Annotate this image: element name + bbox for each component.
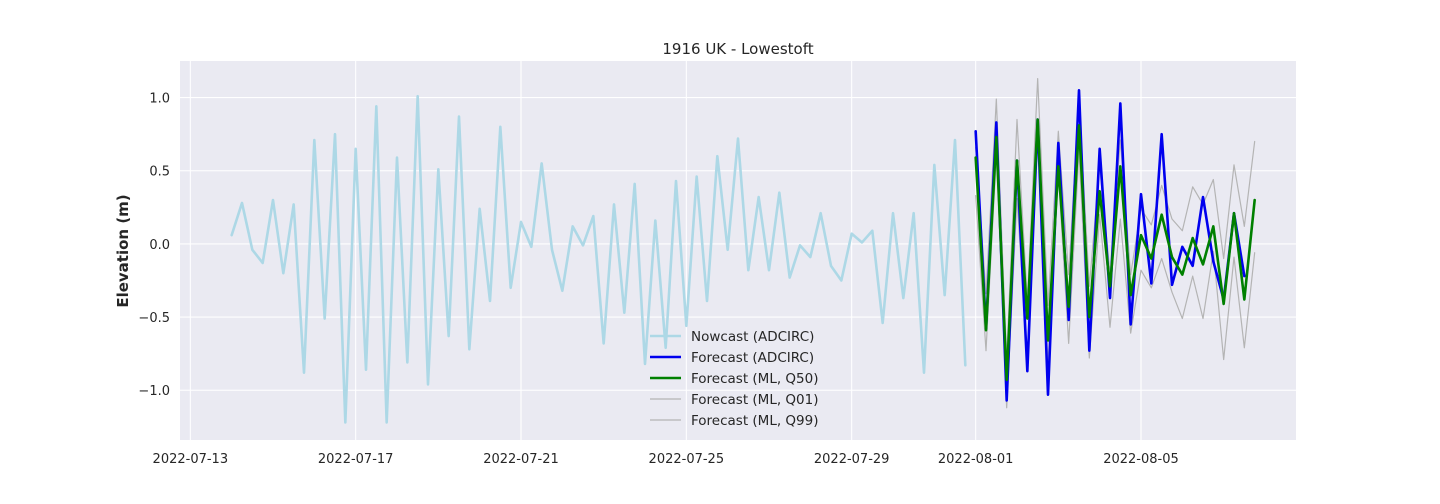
x-tick-label: 2022-07-17 (318, 452, 394, 467)
legend-label: Forecast (ML, Q50) (691, 371, 819, 387)
x-tick-label: 2022-08-05 (1103, 452, 1179, 467)
x-tick-label: 2022-07-29 (814, 452, 890, 467)
grid-lines (180, 61, 1296, 440)
y-tick-label: 0.5 (149, 165, 170, 180)
series-lines (230, 77, 1256, 424)
y-axis-ticks: −1.0 −0.5 0.0 0.5 1.0 (138, 92, 170, 400)
y-tick-label: −0.5 (138, 311, 170, 326)
legend-label: Forecast (ML, Q99) (691, 413, 819, 429)
plot-area (180, 61, 1296, 440)
x-tick-label: 2022-07-21 (483, 452, 559, 467)
y-tick-label: −1.0 (138, 384, 170, 399)
y-axis-label: Elevation (m) (114, 194, 132, 307)
legend-label: Forecast (ML, Q01) (691, 392, 819, 408)
legend: Nowcast (ADCIRC) Forecast (ADCIRC) Forecas… (650, 329, 819, 429)
chart-title: 1916 UK - Lowestoft (662, 40, 813, 58)
series-line-forecast-ml-q50 (974, 118, 1256, 382)
y-tick-label: 0.0 (149, 238, 170, 253)
legend-label: Nowcast (ADCIRC) (691, 329, 814, 345)
legend-label: Forecast (ADCIRC) (691, 350, 814, 366)
x-tick-label: 2022-08-01 (938, 452, 1014, 467)
series-line-nowcast-adcirc (230, 94, 967, 424)
x-tick-label: 2022-07-25 (649, 452, 725, 467)
x-tick-label: 2022-07-13 (153, 452, 229, 467)
y-tick-label: 1.0 (149, 92, 170, 107)
x-axis-ticks: 2022-07-13 2022-07-17 2022-07-21 2022-07-25… (153, 452, 1179, 467)
